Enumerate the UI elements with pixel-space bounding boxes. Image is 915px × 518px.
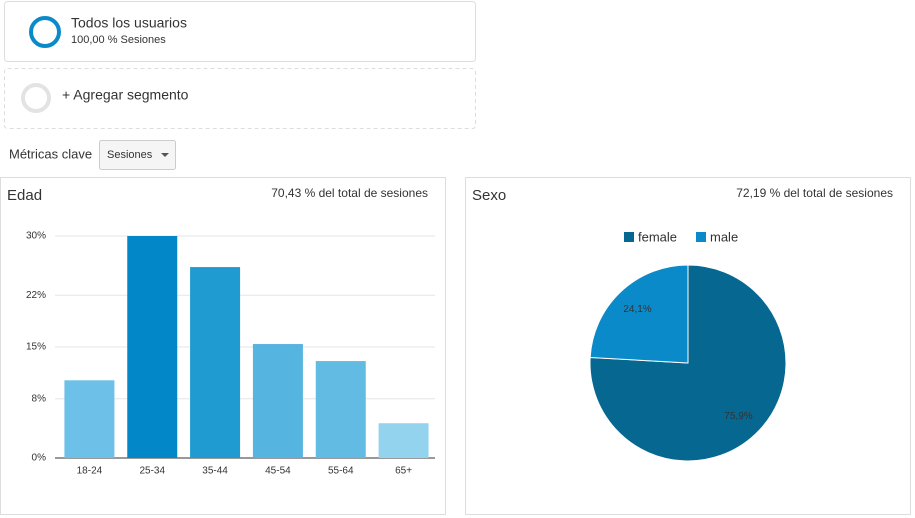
add-segment[interactable] bbox=[4, 68, 476, 129]
bar bbox=[127, 236, 178, 458]
segment-subtitle: 100,00 % Sesiones bbox=[71, 34, 166, 46]
bar bbox=[315, 361, 366, 458]
chart-title: Edad bbox=[7, 187, 42, 204]
y-tick-label: 8% bbox=[32, 393, 47, 404]
legend-label: male bbox=[710, 229, 738, 244]
legend-swatch bbox=[624, 232, 634, 242]
chart-title: Sexo bbox=[472, 187, 506, 204]
dropdown-value: Sesiones bbox=[107, 149, 153, 161]
bar bbox=[64, 380, 115, 458]
legend-swatch bbox=[696, 232, 706, 242]
chart-subtitle: 72,19 % del total de sesiones bbox=[736, 186, 893, 200]
bar bbox=[190, 267, 241, 458]
segment-title: Todos los usuarios bbox=[71, 15, 187, 31]
add-segment-icon bbox=[21, 83, 51, 113]
chart-subtitle: 70,43 % del total de sesiones bbox=[271, 186, 428, 200]
x-tick-label: 35-44 bbox=[202, 466, 228, 477]
x-tick-label: 65+ bbox=[395, 466, 412, 477]
x-tick-label: 55-64 bbox=[328, 466, 354, 477]
x-tick-label: 18-24 bbox=[77, 466, 103, 477]
bar bbox=[252, 344, 303, 458]
segment-icon bbox=[29, 16, 61, 48]
legend-label: female bbox=[638, 229, 677, 244]
metrics-dropdown[interactable] bbox=[99, 140, 176, 170]
x-tick-label: 45-54 bbox=[265, 466, 291, 477]
x-tick-label: 25-34 bbox=[139, 466, 165, 477]
add-segment-label: + Agregar segmento bbox=[62, 87, 189, 103]
pie-slice bbox=[589, 264, 689, 364]
y-tick-label: 30% bbox=[26, 231, 46, 242]
slice-label: 24,1% bbox=[623, 304, 651, 315]
slice-label: 75,9% bbox=[724, 411, 752, 422]
y-tick-label: 15% bbox=[26, 342, 46, 353]
dropdown-arrow bbox=[161, 153, 169, 157]
metrics-label: Métricas clave bbox=[9, 146, 92, 161]
y-tick-label: 0% bbox=[32, 453, 47, 464]
bar bbox=[378, 423, 429, 458]
y-tick-label: 22% bbox=[26, 290, 46, 301]
segment-card[interactable] bbox=[4, 1, 476, 62]
